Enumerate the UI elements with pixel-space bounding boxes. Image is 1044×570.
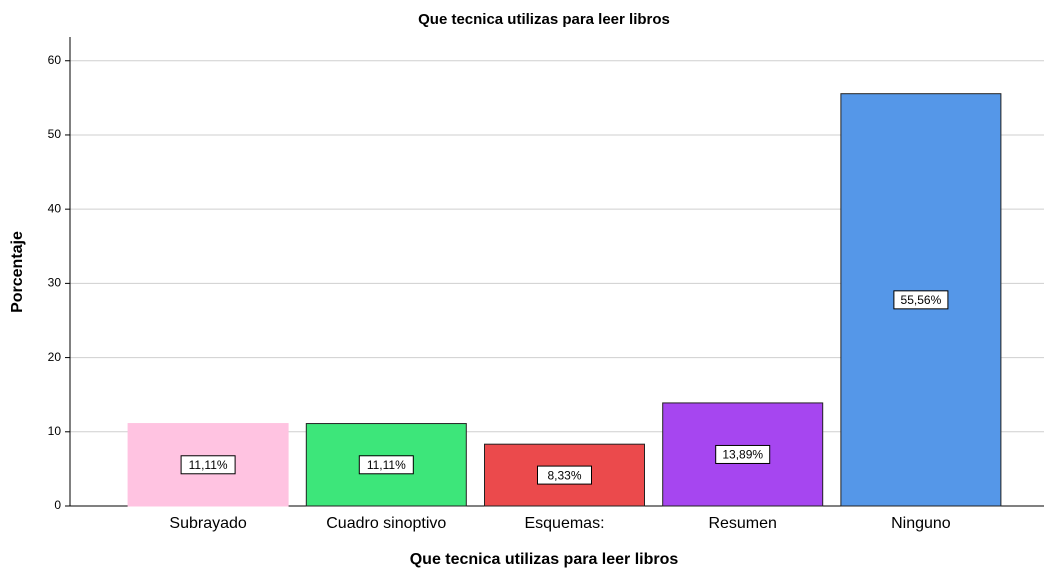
y-axis-label: Porcentaje xyxy=(9,231,26,313)
chart-title: Que tecnica utilizas para leer libros xyxy=(418,11,670,28)
value-label: 13,89% xyxy=(722,448,763,462)
x-tick-label: Esquemas: xyxy=(524,515,604,532)
value-label: 11,11% xyxy=(367,458,406,472)
value-label-box xyxy=(180,455,236,475)
y-tick-label: 0 xyxy=(54,498,61,512)
y-tick-label: 20 xyxy=(48,350,62,364)
value-label: 55,56% xyxy=(901,293,942,307)
value-label-box xyxy=(893,290,949,310)
value-label: 11,11% xyxy=(189,458,228,472)
y-tick-label: 50 xyxy=(48,127,62,141)
x-tick-label: Ninguno xyxy=(891,515,951,532)
x-axis-label: Que tecnica utilizas para leer libros xyxy=(410,551,679,568)
value-label-box xyxy=(358,455,414,475)
value-label-box xyxy=(715,444,771,464)
y-tick-label: 60 xyxy=(48,53,62,67)
y-tick-label: 40 xyxy=(48,201,62,215)
y-tick-label: 10 xyxy=(48,424,62,438)
value-label: 8,33% xyxy=(547,468,581,482)
value-label-box xyxy=(537,465,592,485)
x-tick-label: Cuadro sinoptivo xyxy=(326,515,446,532)
x-tick-label: Subrayado xyxy=(169,515,246,532)
y-tick-label: 30 xyxy=(48,276,62,290)
x-tick-label: Resumen xyxy=(708,515,776,532)
